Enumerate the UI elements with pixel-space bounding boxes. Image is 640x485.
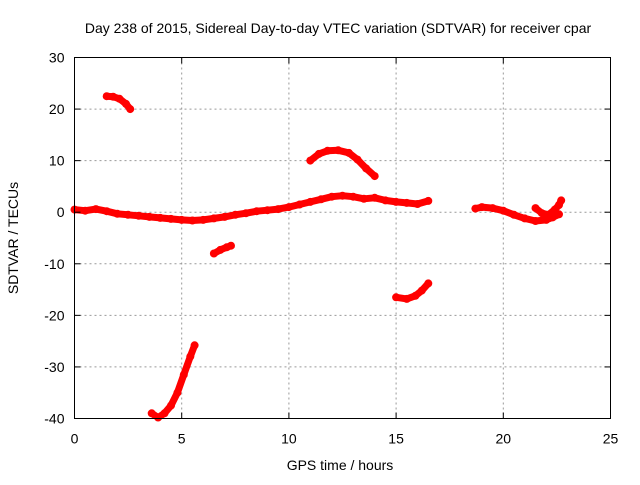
y-tick-label: -20: [44, 307, 64, 323]
data-point: [317, 195, 326, 204]
data-point: [173, 388, 182, 397]
data-point: [188, 216, 197, 225]
data-point: [274, 205, 283, 214]
data-point: [349, 192, 358, 201]
data-point: [344, 148, 353, 157]
data-point: [471, 204, 480, 213]
data-point: [242, 209, 250, 218]
data-point: [370, 172, 379, 181]
data-point: [167, 401, 175, 410]
data-point: [177, 215, 186, 224]
series-arc-main-day: [71, 192, 432, 224]
data-point: [113, 209, 122, 218]
data-point: [413, 200, 422, 208]
data-point: [115, 94, 124, 103]
data-point: [160, 409, 169, 418]
data-point: [402, 198, 411, 207]
data-point: [392, 197, 401, 206]
data-point: [209, 214, 218, 223]
y-tick-label: -30: [44, 359, 64, 375]
data-point: [295, 200, 304, 209]
x-tick-label: 10: [281, 431, 297, 447]
data-point: [306, 156, 315, 165]
data-point: [102, 207, 111, 216]
data-point: [370, 193, 379, 202]
x-tick-label: 20: [496, 431, 512, 447]
data-point: [323, 146, 332, 155]
data-point: [263, 206, 272, 215]
data-point: [488, 204, 497, 213]
y-tick-label: 20: [49, 101, 65, 117]
data-point: [252, 207, 261, 216]
data-point: [109, 92, 118, 101]
data-point: [510, 210, 518, 219]
data-point: [334, 146, 343, 155]
data-point: [424, 279, 433, 288]
data-point: [227, 241, 235, 250]
data-point: [199, 215, 208, 224]
data-point: [477, 203, 486, 212]
plot-area-frame: [74, 57, 611, 419]
y-axis-label: SDTVAR / TECUs: [5, 182, 21, 294]
data-point: [216, 245, 225, 254]
x-tick-label: 25: [603, 431, 619, 447]
data-point: [544, 210, 553, 219]
data-point: [91, 205, 100, 214]
x-axis-label: GPS time / hours: [287, 457, 394, 473]
data-point: [102, 92, 111, 101]
y-tick-label: 0: [57, 204, 65, 220]
data-point: [381, 196, 390, 205]
data-point: [499, 206, 508, 215]
data-point: [154, 413, 163, 422]
data-point: [392, 293, 401, 302]
y-tick-label: -40: [44, 411, 64, 427]
data-point: [362, 164, 371, 173]
data-point: [417, 286, 426, 295]
data-point: [284, 203, 293, 212]
series-layer: [70, 92, 566, 422]
y-tick-label: 10: [49, 153, 65, 169]
data-point: [424, 196, 433, 205]
x-tick-label: 15: [388, 431, 404, 447]
data-point: [557, 196, 566, 205]
data-point: [314, 149, 323, 158]
data-point: [220, 212, 229, 221]
data-point: [81, 206, 90, 215]
data-point: [124, 210, 133, 219]
data-point: [531, 217, 540, 225]
data-point: [147, 409, 156, 418]
data-point: [190, 341, 199, 350]
chart-title: Day 238 of 2015, Sidereal Day-to-day VTE…: [85, 20, 592, 36]
data-point: [306, 197, 315, 206]
data-point: [156, 213, 165, 222]
tick-layer: 0 5 10 15 20 25 -40 -30 -20 -10 0 10 20 30: [44, 50, 618, 447]
data-point: [186, 352, 195, 361]
data-point: [402, 294, 411, 303]
x-tick-label: 5: [178, 431, 186, 447]
data-point: [167, 214, 175, 223]
data-point: [359, 194, 368, 203]
data-point: [531, 204, 540, 213]
data-point: [179, 370, 188, 379]
data-point: [411, 291, 420, 300]
y-tick-label: -10: [44, 256, 64, 272]
y-tick-label: 30: [49, 50, 65, 66]
data-point: [537, 209, 546, 218]
data-point: [145, 212, 154, 221]
x-tick-label: 0: [71, 431, 79, 447]
data-point: [209, 249, 218, 258]
data-point: [353, 155, 362, 164]
data-point: [231, 210, 240, 219]
data-point: [338, 191, 347, 200]
data-point: [327, 192, 336, 201]
data-point: [134, 211, 143, 220]
data-point: [520, 214, 529, 223]
data-point: [126, 105, 135, 114]
grid-layer: [74, 57, 611, 419]
